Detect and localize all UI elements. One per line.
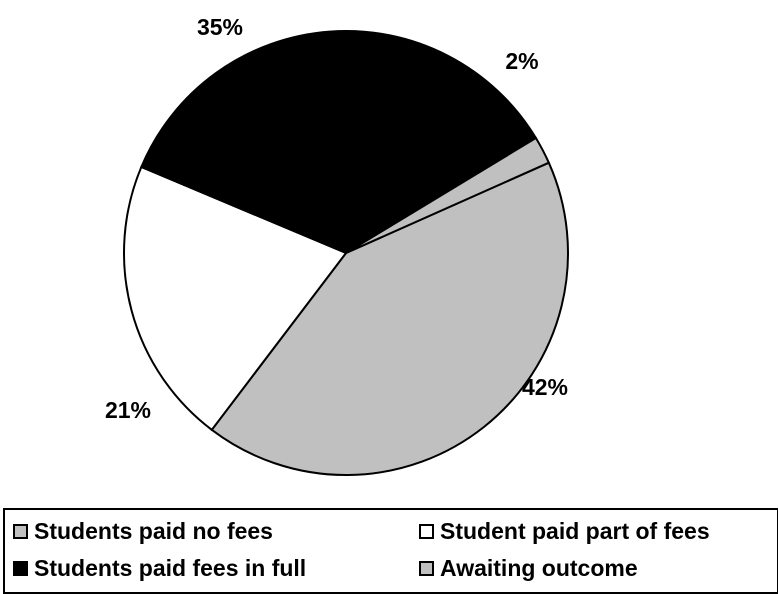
legend-swatch-awaiting	[419, 561, 434, 576]
slice-label-1: 42%	[522, 374, 568, 400]
legend-swatch-no-fees	[13, 524, 28, 539]
legend: Students paid no fees Student paid part …	[3, 508, 778, 594]
slice-label-3: 35%	[197, 14, 243, 40]
pie-slice-2	[123, 165, 348, 432]
pie-chart: 42% 21% 35% 2%	[105, 14, 569, 476]
legend-label-full-fees: Students paid fees in full	[34, 555, 307, 581]
legend-item-no-fees: Students paid no fees	[13, 518, 273, 545]
slice-label-4: 2%	[505, 48, 538, 74]
legend-label-no-fees: Students paid no fees	[34, 518, 273, 544]
legend-label-awaiting: Awaiting outcome	[440, 555, 638, 581]
slice-label-2: 21%	[105, 397, 151, 423]
legend-item-part-fees: Student paid part of fees	[419, 518, 710, 545]
legend-swatch-full-fees	[13, 561, 28, 576]
pie-slice-4	[345, 136, 551, 254]
legend-swatch-part-fees	[419, 524, 434, 539]
pie-slice-1	[210, 161, 569, 476]
legend-item-full-fees: Students paid fees in full	[13, 555, 306, 582]
legend-label-part-fees: Student paid part of fees	[440, 518, 710, 544]
legend-item-awaiting: Awaiting outcome	[419, 555, 638, 582]
